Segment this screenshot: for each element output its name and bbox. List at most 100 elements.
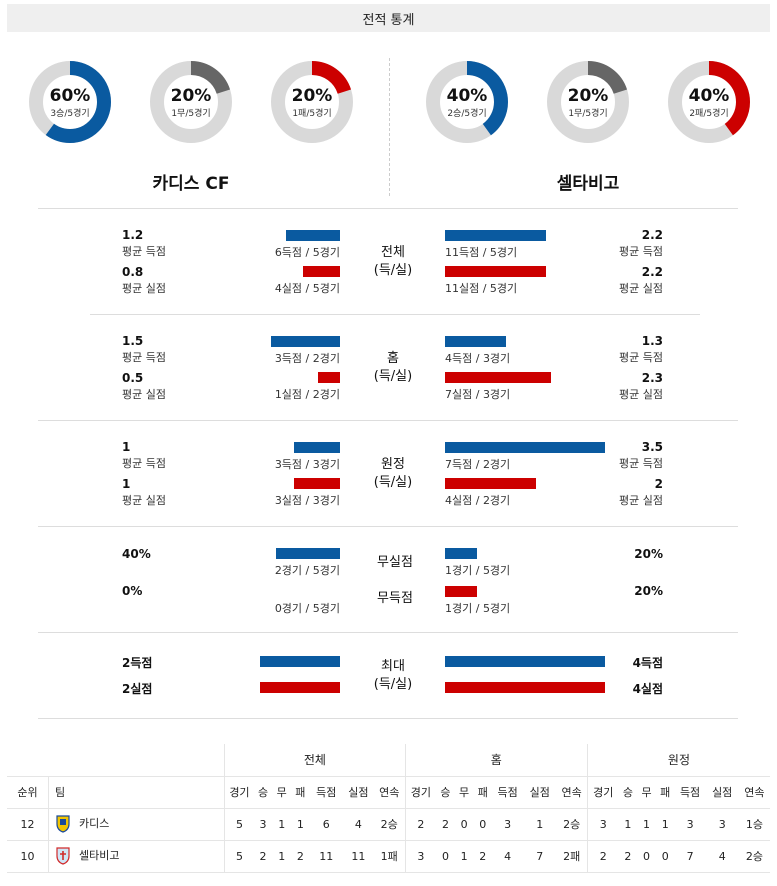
stat-cell: 2승 (373, 808, 406, 841)
home-clean-sheet-caption: 2경기 / 5경기 (274, 564, 340, 577)
stat-cell: 1 (272, 808, 292, 841)
team-divider (389, 58, 390, 196)
away-conceded-bar (445, 266, 546, 277)
home-blank-caption: 0경기 / 5경기 (274, 602, 340, 615)
away-win-donut: 40% 2승/5경기 (425, 60, 509, 144)
column-header: 경기 (404, 776, 437, 809)
home-clean-sheet-bar (276, 548, 340, 559)
home-conceded-caption: 3실점 / 3경기 (274, 494, 340, 507)
home-win-donut: 60% 3승/5경기 (28, 60, 112, 144)
stat-cell: 1 (523, 808, 557, 841)
away-scored-bar (445, 230, 546, 241)
away-conceded-bar (445, 478, 536, 489)
away-draw-donut: 20% 1무/5경기 (546, 60, 630, 144)
away-scored-caption: 11득점 / 5경기 (445, 246, 518, 259)
away-max-scored-value: 4득점 (632, 656, 663, 670)
away-conceded-bar (445, 372, 551, 383)
home-avg-scored-label: 평균 득점 (122, 245, 166, 258)
stat-cell: 2 (618, 840, 638, 873)
donut-ring (668, 61, 750, 143)
stat-cell: 7 (674, 840, 706, 873)
group-header-overall: 전체 (224, 744, 406, 777)
away-avg-scored-value: 2.2 (641, 228, 663, 242)
donut-arc (547, 61, 629, 143)
donut-percent: 40% (688, 86, 730, 106)
home-blank-value: 0% (122, 584, 143, 598)
blank-header-cell (7, 744, 49, 777)
team-name[interactable]: 카디스 (78, 817, 110, 830)
column-header: 무 (454, 776, 474, 809)
section-title: 전적 통계 (7, 4, 770, 32)
home-scored-bar (271, 336, 340, 347)
stat-cell: 6 (309, 808, 343, 841)
column-header: 무 (272, 776, 292, 809)
column-header: 패 (655, 776, 675, 809)
away-scored-bar (445, 336, 506, 347)
away-avg-scored-value: 1.3 (641, 334, 663, 348)
column-header: 실점 (705, 776, 739, 809)
away-clean-sheet-value: 20% (634, 547, 663, 561)
rank-cell: 12 (7, 808, 49, 841)
stat-cell: 2 (436, 808, 455, 841)
home-avg-conceded-label: 평균 실점 (122, 494, 166, 507)
donut-record: 1무/5경기 (568, 109, 608, 119)
stat-cell: 2승 (556, 808, 588, 841)
column-header: 연속 (373, 776, 406, 809)
section-label-blank: 무득점 (377, 591, 413, 606)
stat-cell: 1 (655, 808, 675, 841)
celta-crest-icon (56, 847, 70, 865)
stat-cell: 4 (492, 840, 524, 873)
stat-cell: 7 (523, 840, 557, 873)
group-header-home: 홈 (404, 744, 588, 777)
away-avg-conceded-value: 2.2 (641, 265, 663, 279)
donut-percent: 60% (49, 86, 91, 106)
column-header: 무 (637, 776, 656, 809)
donut-record: 2패/5경기 (689, 109, 729, 119)
section-label-clean-sheet: 무실점 (377, 555, 413, 570)
home-avg-conceded-value: 0.8 (122, 265, 144, 279)
donut-ring (426, 61, 508, 143)
home-conceded-caption: 1실점 / 2경기 (274, 388, 340, 401)
table-row[interactable]: 10 셀타비고 5 2 1 2 11 11 1패 3 0 1 2 4 7 2패 … (7, 840, 770, 873)
stat-cell: 3 (705, 808, 739, 841)
away-max-conceded-bar (445, 682, 605, 693)
stat-cell: 1 (618, 808, 638, 841)
team-name[interactable]: 셀타비고 (78, 849, 120, 862)
home-conceded-caption: 4실점 / 5경기 (274, 282, 340, 295)
home-max-scored-bar (260, 656, 340, 667)
stat-cell: 2 (253, 840, 273, 873)
group-header-away: 원정 (586, 744, 770, 777)
team-cell[interactable]: 카디스 (47, 808, 225, 841)
donut-arc (668, 61, 750, 143)
standings-table: 전체 홈 원정 순위 팀 경기 승 무 패 득점 실점 연속 경기 승 무 패 … (7, 744, 770, 873)
team-header: 팀 (47, 776, 225, 809)
away-max-scored-bar (445, 656, 605, 667)
donut-percent: 20% (291, 86, 333, 106)
team-cell[interactable]: 셀타비고 (47, 840, 225, 873)
stat-cell: 4 (705, 840, 739, 873)
home-max-conceded-value: 2실점 (122, 682, 153, 696)
column-header: 득점 (674, 776, 706, 809)
divider (38, 632, 738, 633)
home-scored-caption: 3득점 / 2경기 (274, 352, 340, 365)
away-avg-scored-label: 평균 득점 (619, 351, 663, 364)
away-conceded-caption: 11실점 / 5경기 (445, 282, 518, 295)
away-avg-scored-label: 평균 득점 (619, 245, 663, 258)
donut-record: 1패/5경기 (292, 109, 332, 119)
away-blank-value: 20% (634, 584, 663, 598)
stat-cell: 3 (586, 808, 619, 841)
divider (38, 718, 738, 719)
stat-cell: 2 (291, 840, 310, 873)
stat-cell: 3 (492, 808, 524, 841)
table-row[interactable]: 12 카디스 5 3 1 1 6 4 2승 2 2 0 0 3 1 2승 3 1… (7, 808, 770, 841)
divider (38, 420, 738, 421)
stat-cell: 5 (224, 808, 254, 841)
donut-ring (150, 61, 232, 143)
away-avg-conceded-value: 2 (654, 477, 663, 491)
home-scored-caption: 6득점 / 5경기 (274, 246, 340, 259)
donut-percent: 40% (446, 86, 488, 106)
stat-cell: 0 (637, 840, 656, 873)
home-conceded-bar (294, 478, 340, 489)
column-header: 연속 (556, 776, 588, 809)
home-avg-scored-value: 1.5 (122, 334, 144, 348)
